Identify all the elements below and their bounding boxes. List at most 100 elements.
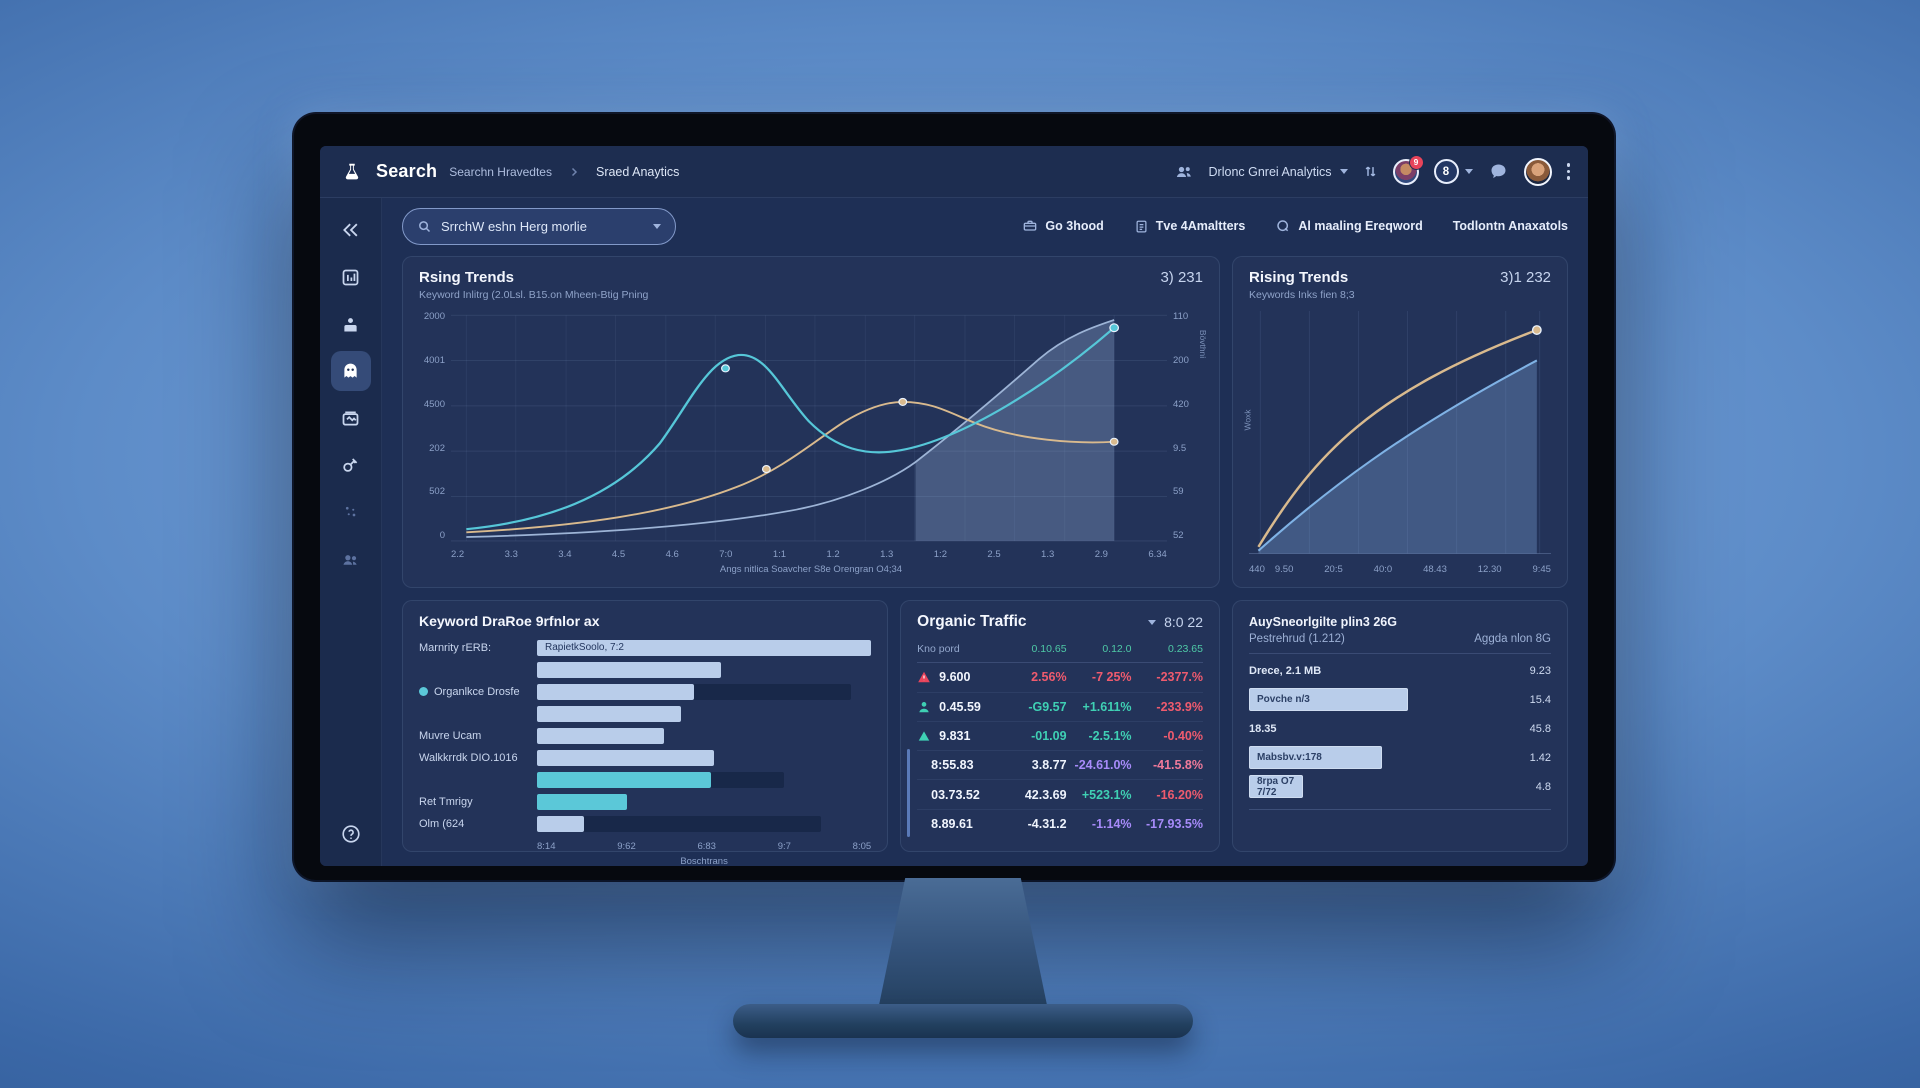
account-dropdown[interactable]: Drlonc Gnrei Analytics [1209,165,1348,179]
table-row: 03.73.52 42.3.69 +523.1% -16.20% [917,780,1203,810]
keyword-bar-row [419,661,871,678]
avatar-user[interactable] [1523,157,1552,186]
x-axis-labels: 440 9.50 20:5 40:0 48.43 12.30 9:45 [1249,564,1551,576]
dashboard-screen: Search Searchn Hravedtes Sraed Anaytics … [320,146,1588,866]
organic-traffic-card: Organic Traffic 8:0 22 Kno pord 0.10.65 0… [900,600,1220,852]
card-value: 3) 231 [1160,269,1203,286]
monitor-stand-neck [878,878,1048,1010]
sidebar-item-insights[interactable] [330,351,371,391]
notification-badge: 9 [1408,154,1424,170]
chat-icon[interactable] [1488,161,1509,182]
card-right-label: Aggda nlon 8G [1474,633,1551,646]
audience-row: 8rpa O7 7/72 4.8 [1249,774,1551,799]
todlontn-anaxatols-button[interactable]: Todlontn Anaxatols [1453,218,1568,234]
app-logo-flask-icon[interactable] [338,158,366,186]
person-icon [919,701,929,712]
toolbar: SrrchW eshn Herg morlie Go 3hood [382,198,1588,254]
sidebar-item-help[interactable] [331,814,371,854]
avatar-notifications[interactable]: 9 [1392,154,1424,185]
kebab-menu-icon[interactable] [1566,163,1570,180]
sort-icon[interactable] [1363,164,1378,179]
chevron-down-icon[interactable] [1148,619,1157,625]
keyword-bar-row [419,771,871,788]
navbar-actions: Drlonc Gnrei Analytics 9 8 [1174,154,1570,186]
team-icon[interactable] [1174,162,1194,182]
keyword-bar-row: Muvre Ucam [419,727,871,744]
toolbar-buttons: Go 3hood Tve 4Amaltters Al [1022,218,1568,234]
card-title: Keyword DraRoe 9rfnlor ax [419,613,600,630]
ai-keyword-button[interactable]: Al maaling Ereqword [1275,218,1423,234]
sidebar-item-users[interactable] [331,539,371,579]
keyword-bars-card: Keyword DraRoe 9rfnlor ax Marnrity rERB:… [402,600,889,866]
sidebar-item-media[interactable] [331,398,371,438]
tve-4amaltters-button[interactable]: Tve 4Amaltters [1134,218,1246,234]
audience-bar: Povche n/3 [1249,688,1408,712]
brand-title: Search [376,161,438,181]
table-row: 0.45.59 -G9.57 +1.611% -233.9% [917,693,1203,722]
table-scrollbar[interactable] [907,748,911,837]
chevron-down-icon[interactable] [1464,169,1473,174]
x-axis-labels: 2.2 3.3 3.4 4.5 4.6 7:0 1:1 1.2 1.3 1:2 2.5 1.… [451,549,1167,561]
keyword-bar-row: Walkkrrdk DIO.1016 [419,749,871,766]
briefcase-icon [1022,218,1038,234]
table-row: 9.831 -01.09 -2.5.1% -0.40% [917,722,1203,752]
chevron-down-icon [1339,169,1348,174]
series-dot-icon [419,687,428,697]
y-axis-right: 110 200 420 9.5 59 52 Bövthni [1173,311,1208,542]
audience-row: Povche n/3 15.4 [1249,687,1551,712]
breadcrumb[interactable]: Searchn Hravedtes [449,164,552,179]
alert-triangle-icon [918,672,930,683]
button-label: Todlontn Anaxatols [1452,219,1568,233]
audience-bar: Mabsbv.v:178 [1249,746,1383,770]
card-subtitle: Keyword Inlitrg (2.0Lsl. B15.on Mheen-Bt… [419,289,649,301]
triangle-up-icon [918,731,930,741]
keyword-bar-row: Olm (624 [419,815,871,832]
sidebar-item-dashboard[interactable] [331,257,371,297]
keyword-bar-row: Ret Tmrigy [419,793,871,810]
main-trend-chart [451,309,1167,543]
card-value: 8:0 22 [1164,614,1203,631]
audience-row: Mabsbv.v:178 1.42 [1249,745,1551,770]
search-input[interactable]: SrrchW eshn Herg morlie [402,207,676,245]
y-axis-left: 2000 4001 4500 202 502 0 [423,311,445,542]
sidebar-item-profile[interactable] [331,304,371,344]
audience-row: 18.35 45.8 [1249,722,1551,735]
card-value: 3)1 232 [1500,269,1551,286]
x-axis-title: Boschtrans [680,856,728,866]
monitor-bezel: Search Searchn Hravedtes Sraed Anaytics … [294,114,1614,880]
count-badge[interactable]: 8 [1433,159,1459,184]
audience-card: AuySneorlgilte plin3 26G Pestrehrud (1.2… [1232,600,1568,852]
card-title: AuySneorlgilte plin3 26G [1249,615,1397,630]
table-row: 9.600 2.56% -7 25% -2377.% [917,663,1203,693]
button-label: Al maaling Ereqword [1298,219,1423,233]
q-circle-icon [1275,218,1291,234]
audience-bar: 8rpa O7 7/72 [1249,775,1303,799]
y-axis-right-title: Bövthni [1197,329,1208,359]
divider [1249,809,1551,811]
sidebar-item-links[interactable] [331,445,371,485]
top-navbar: Search Searchn Hravedtes Sraed Anaytics … [320,146,1588,198]
main-trend-card: Rsing Trends Keyword Inlitrg (2.0Lsl. B1… [402,256,1220,589]
button-label: Go 3hood [1045,219,1104,233]
chevron-right-icon [568,166,580,178]
go-3hood-button[interactable]: Go 3hood [1022,218,1104,234]
mini-trend-card: Rising Trends Keywords Inks fien 8;3 3)1… [1232,256,1568,589]
card-title: Organic Traffic [917,613,1027,631]
card-subtitle: Pestrehrud (1.212) [1249,633,1345,646]
mini-trend-chart: Woxk [1243,311,1551,558]
search-value: SrrchW eshn Herg morlie [441,218,587,234]
keyword-bar-chart: Marnrity rERB: RapietkSoolo, 7:2 Organlk… [419,639,872,837]
keyword-bar-row: Marnrity rERB: RapietkSoolo, 7:2 [419,639,872,656]
card-title: Rsing Trends [419,269,515,286]
sidebar-item-apps[interactable] [331,492,371,532]
table-row: 8:55.83 3.8.77 -24.61.0% -41.5.8% [917,751,1203,781]
sidebar [320,198,382,866]
keyword-bar-row: Organlkce Drosfe [419,683,871,700]
page-title: Sraed Anaytics [595,164,680,179]
sidebar-collapse-icon[interactable] [331,210,371,250]
account-label: Drlonc Gnrei Analytics [1208,164,1332,179]
table-row: 8.89.61 -4.31.2 -1.14% -17.93.5% [931,817,1203,832]
button-label: Tve 4Amaltters [1155,219,1246,233]
x-axis-title: Angs nitlica Soavcher S8e Orengran O4;34 [719,564,903,576]
audience-row: Drece, 2.1 MB 9.23 [1249,664,1551,677]
